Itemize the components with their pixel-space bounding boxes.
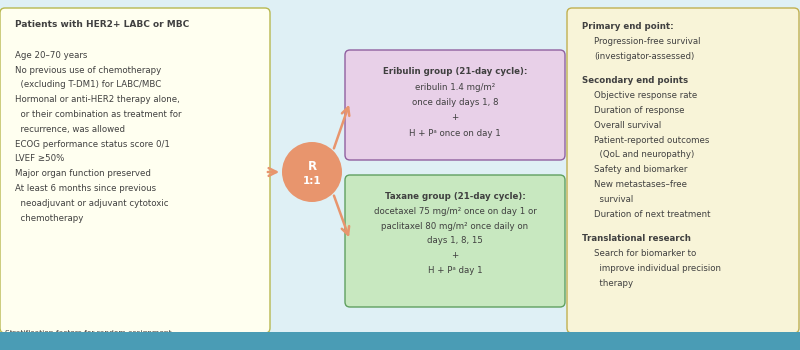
Bar (0, 332, 800, 350)
Text: Safety and biomarker: Safety and biomarker (594, 165, 687, 174)
Text: docetaxel 75 mg/m² once on day 1 or: docetaxel 75 mg/m² once on day 1 or (374, 207, 536, 216)
Text: once daily days 1, 8: once daily days 1, 8 (412, 98, 498, 107)
Text: Taxane group (21-day cycle):: Taxane group (21-day cycle): (385, 192, 526, 201)
Text: Progression-free survival: Progression-free survival (594, 37, 701, 46)
Text: H + Pᵃ once on day 1: H + Pᵃ once on day 1 (409, 129, 501, 138)
Text: Age 20–70 years: Age 20–70 years (15, 51, 87, 60)
Text: Duration of response: Duration of response (594, 106, 685, 115)
Text: Overall survival: Overall survival (594, 121, 662, 130)
Text: eribulin 1.4 mg/m²: eribulin 1.4 mg/m² (415, 83, 495, 91)
Text: LVEF ≥50%: LVEF ≥50% (15, 154, 64, 163)
Text: Translational research: Translational research (582, 234, 691, 243)
Text: Hormonal or anti-HER2 therapy alone,: Hormonal or anti-HER2 therapy alone, (15, 95, 180, 104)
Text: days 1, 8, 15: days 1, 8, 15 (427, 236, 483, 245)
Text: (QoL and neuropathy): (QoL and neuropathy) (594, 150, 694, 159)
Text: Stratification factors for random assignment: Stratification factors for random assign… (5, 330, 172, 336)
FancyBboxPatch shape (0, 8, 270, 333)
Text: paclitaxel 80 mg/m² once daily on: paclitaxel 80 mg/m² once daily on (382, 222, 529, 231)
Text: Patient-reported outcomes: Patient-reported outcomes (594, 135, 710, 145)
Text: +: + (451, 251, 458, 260)
Text: chemotherapy: chemotherapy (15, 214, 83, 223)
Text: neoadjuvant or adjuvant cytotoxic: neoadjuvant or adjuvant cytotoxic (15, 199, 169, 208)
Text: survival: survival (594, 195, 634, 204)
Text: H + Pᵃ day 1: H + Pᵃ day 1 (428, 266, 482, 275)
Text: improve individual precision: improve individual precision (594, 264, 721, 273)
Text: R: R (307, 161, 317, 174)
Text: (excluding T-DM1) for LABC/MBC: (excluding T-DM1) for LABC/MBC (15, 80, 162, 89)
Text: (investigator-assessed): (investigator-assessed) (594, 51, 694, 61)
Text: Major organ function preserved: Major organ function preserved (15, 169, 151, 178)
Text: or their combination as treatment for: or their combination as treatment for (15, 110, 182, 119)
Text: ECOG performance status score 0/1: ECOG performance status score 0/1 (15, 140, 170, 149)
Text: History of perioperative use of taxane: History of perioperative use of taxane (5, 341, 152, 347)
Text: Objective response rate: Objective response rate (594, 91, 698, 100)
Text: recurrence, was allowed: recurrence, was allowed (15, 125, 125, 134)
FancyBboxPatch shape (567, 8, 799, 333)
Text: Secondary end points: Secondary end points (582, 76, 688, 85)
Text: 1:1: 1:1 (302, 176, 322, 186)
Text: Search for biomarker to: Search for biomarker to (594, 249, 696, 258)
FancyBboxPatch shape (345, 175, 565, 307)
FancyBboxPatch shape (345, 50, 565, 160)
Text: therapy: therapy (594, 279, 633, 288)
Circle shape (282, 142, 342, 202)
Text: Eribulin group (21-day cycle):: Eribulin group (21-day cycle): (383, 67, 527, 76)
Text: Patients with HER2+ LABC or MBC: Patients with HER2+ LABC or MBC (15, 20, 190, 29)
Text: Primary end point:: Primary end point: (582, 22, 674, 31)
Text: No previous use of chemotherapy: No previous use of chemotherapy (15, 65, 162, 75)
Text: New metastases–free: New metastases–free (594, 180, 687, 189)
Text: Duration of next treatment: Duration of next treatment (594, 210, 710, 219)
Text: At least 6 months since previous: At least 6 months since previous (15, 184, 156, 193)
Text: +: + (451, 113, 458, 122)
